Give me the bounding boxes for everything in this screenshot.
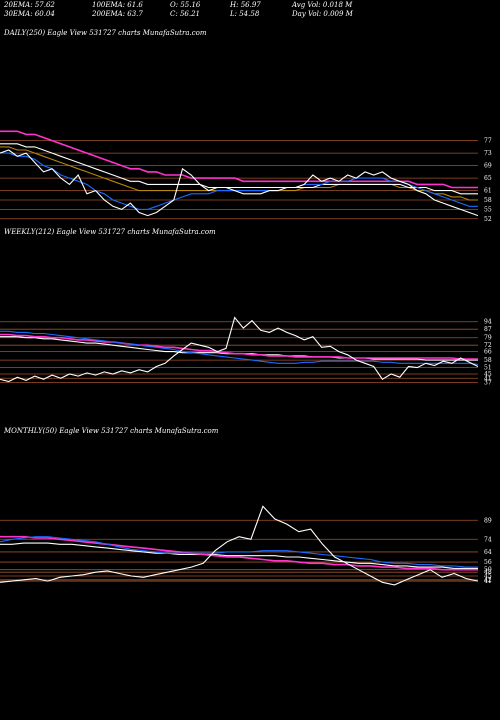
stat-ema200: 200EMA: 63.7 bbox=[92, 10, 143, 18]
daily-chart: 77 73 69 65 61 58 55 52 bbox=[0, 130, 492, 223]
weekly-price-line bbox=[0, 316, 479, 383]
weekly-ema-200-line bbox=[0, 333, 478, 360]
stat-avg-vol: Avg Vol: 0.018 M bbox=[292, 1, 353, 9]
weekly-chart-label: WEEKLY(212) Eagle View 531727 charts Mun… bbox=[4, 228, 216, 236]
weekly-y-tick-label: 45 bbox=[484, 371, 492, 378]
weekly-y-tick-label: 87 bbox=[484, 326, 492, 333]
stat-ema30: 30EMA: 60.04 bbox=[4, 10, 55, 18]
weekly-ema-fast-line bbox=[0, 330, 479, 365]
daily-y-tick-label: 58 bbox=[484, 197, 492, 204]
stat-open: O: 55.16 bbox=[170, 1, 201, 9]
daily-y-tick-label: 77 bbox=[484, 138, 492, 145]
weekly-ema-100-line bbox=[0, 336, 478, 361]
weekly-y-tick-label: 94 bbox=[484, 319, 492, 326]
monthly-y-tick-label: 89 bbox=[484, 517, 492, 524]
weekly-y-tick-label: 51 bbox=[484, 365, 492, 372]
stat-ema100: 100EMA: 61.6 bbox=[92, 1, 143, 9]
weekly-y-tick-label: 72 bbox=[484, 342, 492, 349]
monthly-ema-100-line bbox=[0, 542, 478, 569]
daily-price-line bbox=[0, 149, 479, 217]
monthly-ema-fast-line bbox=[0, 536, 478, 568]
weekly-y-tick-label: 66 bbox=[484, 349, 492, 356]
stats-header: 20EMA: 57.62 100EMA: 61.6 O: 55.16 H: 56… bbox=[4, 0, 494, 20]
monthly-price-line bbox=[0, 505, 479, 586]
daily-ema-100-line bbox=[0, 143, 478, 195]
stat-day-vol: Day Vol: 0.009 M bbox=[292, 10, 353, 18]
monthly-y-tick-label: 50 bbox=[484, 567, 492, 574]
stat-high: H: 56.97 bbox=[230, 1, 261, 9]
daily-y-tick-label: 61 bbox=[484, 188, 492, 195]
daily-y-tick-label: 65 bbox=[484, 175, 492, 182]
daily-chart-label: DAILY(250) Eagle View 531727 charts Muna… bbox=[4, 29, 207, 37]
weekly-y-tick-label: 41 bbox=[484, 375, 492, 382]
monthly-y-tick-label: 41 bbox=[484, 578, 492, 585]
monthly-y-tick-label: 56 bbox=[484, 559, 492, 566]
monthly-y-tick-label: 48 bbox=[484, 569, 492, 576]
stat-low: L: 54.58 bbox=[230, 10, 260, 18]
monthly-y-tick-label: 64 bbox=[484, 549, 492, 556]
stat-close: C: 56.21 bbox=[170, 10, 200, 18]
stat-ema20: 20EMA: 57.62 bbox=[4, 1, 55, 9]
monthly-chart-label: MONTHLY(50) Eagle View 531727 charts Mun… bbox=[4, 427, 219, 435]
monthly-ema-200-line bbox=[0, 535, 478, 571]
weekly-y-tick-label: 58 bbox=[484, 357, 492, 364]
daily-y-tick-label: 73 bbox=[484, 150, 492, 157]
daily-y-tick-label: 69 bbox=[484, 163, 492, 170]
weekly-y-tick-label: 37 bbox=[484, 380, 492, 387]
monthly-y-tick-label: 42 bbox=[484, 577, 492, 584]
monthly-y-tick-label: 45 bbox=[484, 573, 492, 580]
daily-y-tick-label: 55 bbox=[484, 206, 492, 213]
weekly-y-tick-label: 79 bbox=[484, 335, 492, 342]
daily-y-tick-label: 52 bbox=[484, 216, 492, 223]
monthly-y-tick-label: 74 bbox=[484, 536, 492, 543]
